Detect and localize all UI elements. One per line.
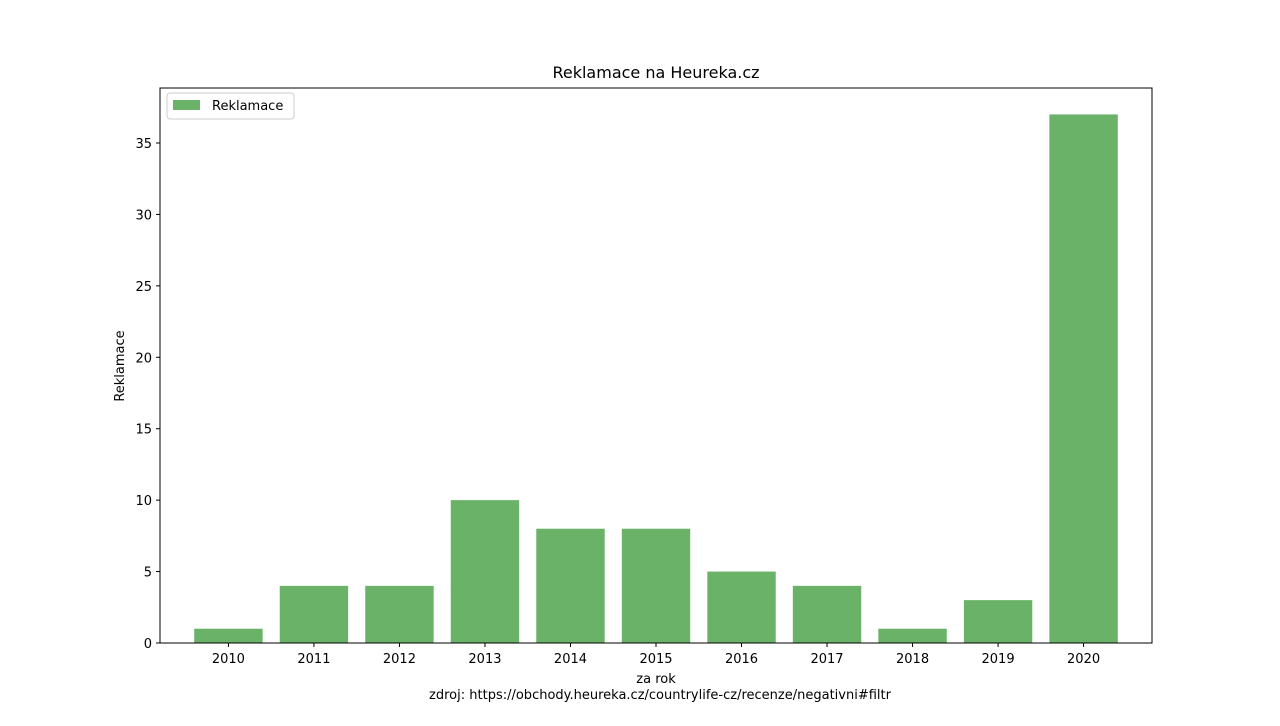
y-tick-label: 25 [135,280,152,295]
x-tick-label: 2011 [297,652,330,667]
y-tick-label: 0 [144,637,152,652]
y-tick-label: 30 [135,208,152,223]
legend: Reklamace [166,92,295,120]
legend-box [166,92,295,120]
x-tick-label: 2017 [810,652,843,667]
bar-2015 [621,528,691,643]
bar-2014 [536,528,605,643]
x-axis-ticks: 2010 2011 2012 2013 2014 2015 2016 2017 2018 2019… [212,643,1100,667]
x-tick-label: 2010 [212,652,245,667]
bar-2017 [792,585,862,643]
bar-2010 [194,628,263,643]
y-tick-label: 35 [135,137,152,152]
y-tick-label: 20 [135,351,152,366]
x-tick-label: 2015 [639,652,672,667]
legend-label: Reklamace [212,99,283,114]
x-tick-label: 2012 [383,652,416,667]
bar-2018 [878,628,947,643]
bar-2011 [279,585,349,643]
chart-title: Reklamace na Heureka.cz [552,63,759,82]
bar-2020 [1049,114,1118,643]
axes-frame [159,87,1153,644]
bar-2012 [365,585,434,643]
y-tick-label: 15 [135,423,152,438]
bar-2019 [963,600,1033,643]
y-axis-label: Reklamace [113,330,128,401]
x-tick-label: 2013 [468,652,501,667]
x-tick-label: 2014 [554,652,587,667]
y-tick-label: 10 [135,494,152,509]
x-tick-label: 2018 [896,652,929,667]
legend-swatch [173,100,200,110]
y-tick-label: 5 [144,566,152,581]
y-axis-ticks: 0 5 10 15 20 25 30 35 [135,137,160,652]
x-axis-label: za rok [636,672,676,687]
x-tick-label: 2016 [725,652,758,667]
x-tick-label: 2020 [1067,652,1100,667]
source-note: zdroj: https://obchody.heureka.cz/countr… [429,688,892,703]
bars-group [194,114,1118,643]
bar-2013 [450,500,520,643]
bar-2016 [707,571,776,643]
x-tick-label: 2019 [982,652,1015,667]
